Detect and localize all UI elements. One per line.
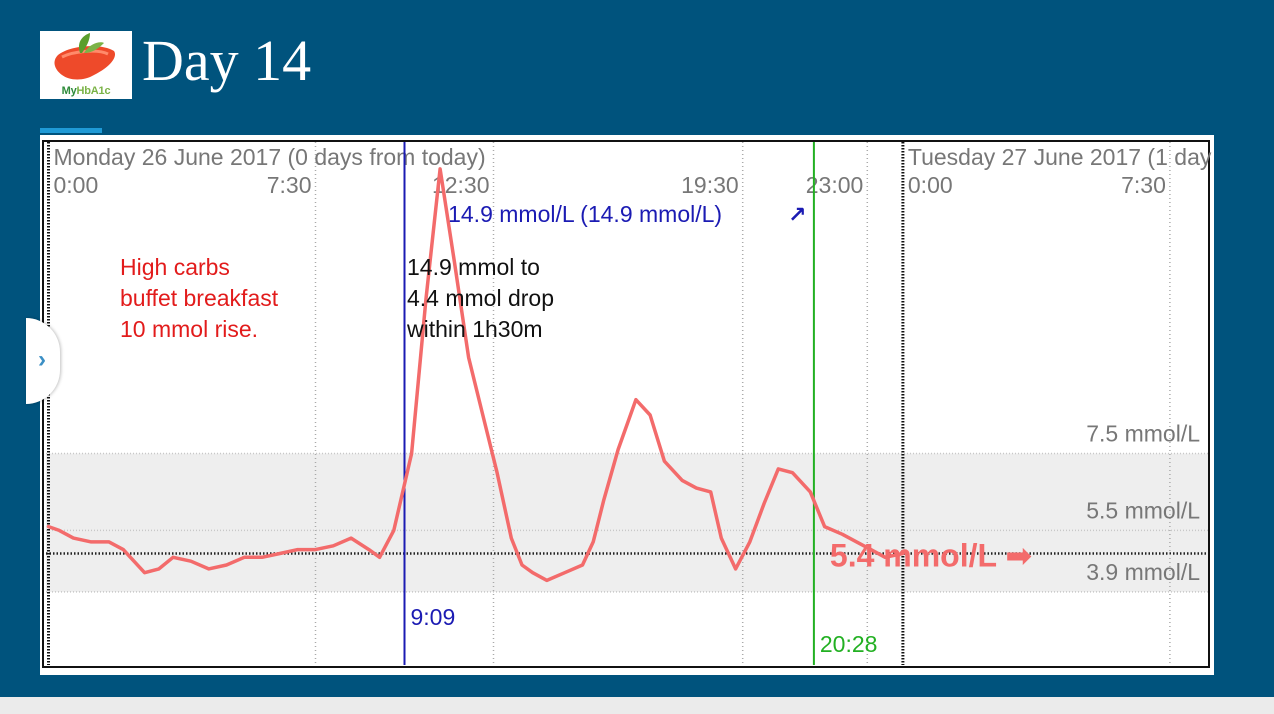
target-range-band [46,453,1208,592]
annotation-line: buffet breakfast [120,285,279,311]
x-tick-label: 19:30 [681,172,739,198]
day-header-monday: Monday 26 June 2017 (0 days from today) [54,144,486,170]
liver-icon [54,33,116,80]
trend-arrow-icon: ↗ [788,202,806,227]
bottom-strip [0,697,1274,714]
y-tick-label: 7.5 mmol/L [1086,420,1200,446]
y-tick-label: 3.9 mmol/L [1086,559,1200,585]
chevron-right-icon: › [38,346,46,373]
x-tick-label: 7:30 [267,172,312,198]
glucose-chart: Monday 26 June 2017 (0 days from today) T… [40,135,1214,675]
annotation-line: 4.4 mmol drop [407,285,554,311]
logo-text: MyHbA1c [61,85,111,97]
now-time-label: 20:28 [820,631,878,657]
current-value-label: 5.4 mmol/L ➡ [830,537,1032,573]
annotation-line: 14.9 mmol to [407,254,540,280]
annotation-line: 10 mmol rise. [120,316,258,342]
x-tick-label: 7:30 [1121,172,1166,198]
accent-bar [40,128,102,133]
annotation-line: within 1h30m [406,316,543,342]
myhba1c-logo: MyHbA1c [40,31,132,99]
glucose-series-line [46,167,905,583]
x-tick-label: 23:00 [806,172,864,198]
annotation-line: High carbs [120,254,230,280]
y-tick-label: 5.5 mmol/L [1086,497,1200,523]
x-tick-label: 0:00 [54,172,99,198]
page-title: Day 14 [142,28,312,93]
glucose-chart-svg: Monday 26 June 2017 (0 days from today) T… [42,140,1212,668]
peak-value-label: 14.9 mmol/L (14.9 mmol/L) [448,201,722,227]
day-header-tuesday: Tuesday 27 June 2017 (1 day [908,144,1212,170]
selected-time-label: 9:09 [411,604,456,630]
x-tick-label: 0:00 [908,172,953,198]
